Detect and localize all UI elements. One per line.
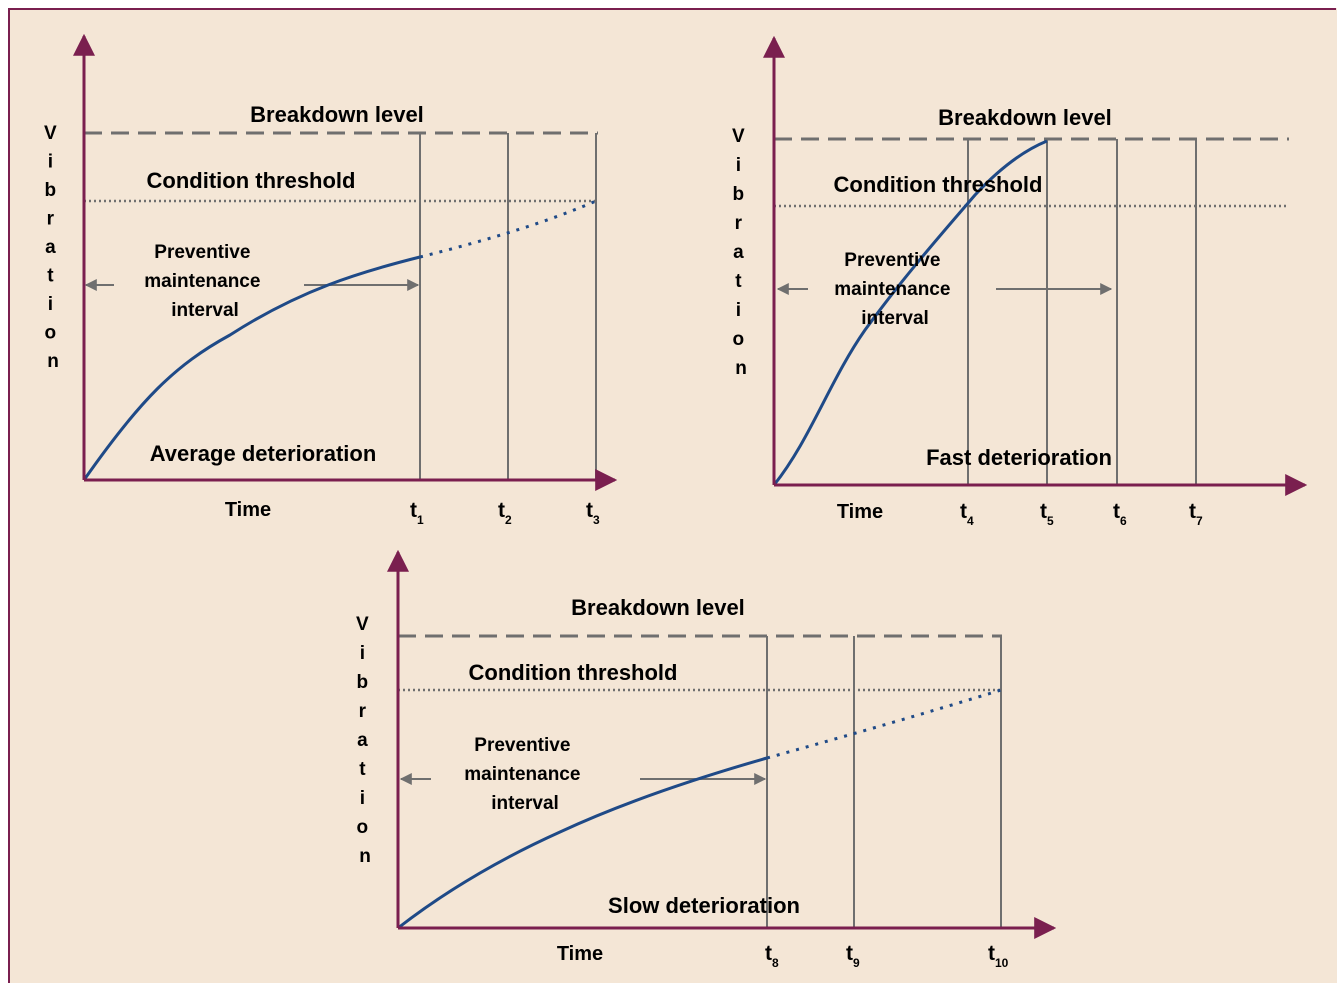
time-label-base: t	[586, 499, 593, 522]
interval-label-line: maintenance	[144, 271, 260, 292]
time-label-base: t	[846, 942, 853, 965]
panel-average: Breakdown level Condition threshold Prev…	[44, 33, 618, 527]
interval-label-line: Preventive	[844, 250, 940, 271]
deterioration-curve-projection	[766, 688, 1002, 760]
time-label-base: t	[988, 942, 995, 965]
time-label-sub: 3	[593, 513, 600, 527]
y-axis-letter: n	[359, 846, 371, 867]
y-axis-letter: i	[360, 788, 365, 809]
time-label-base: t	[960, 500, 967, 523]
interval-label-line: interval	[171, 300, 239, 321]
y-axis-letter: i	[48, 152, 53, 173]
deterioration-label: Average deterioration	[150, 441, 377, 466]
time-label-base: t	[410, 499, 417, 522]
y-axis-letter: b	[733, 184, 745, 205]
x-axis-label: Time	[837, 501, 883, 523]
time-label-sub: 6	[1120, 514, 1127, 528]
time-label: t10	[988, 942, 1009, 970]
time-label-sub: 4	[967, 514, 974, 528]
figure-background	[8, 8, 1337, 983]
time-label: t2	[498, 499, 512, 527]
y-axis-letter: a	[45, 237, 56, 258]
condition-threshold-label: Condition threshold	[469, 660, 678, 685]
y-axis-letter: t	[47, 266, 54, 287]
deterioration-label: Slow deterioration	[608, 893, 800, 918]
time-label-sub: 9	[853, 956, 860, 970]
y-axis-letter: n	[47, 351, 59, 372]
interval-label: Preventive maintenance interval	[144, 242, 265, 321]
time-label: t3	[586, 499, 600, 527]
interval-label: Preventive maintenance interval	[834, 250, 955, 329]
condition-threshold-label: Condition threshold	[147, 168, 356, 193]
breakdown-level-label: Breakdown level	[938, 105, 1112, 130]
y-axis-letter: a	[357, 730, 368, 751]
deterioration-label: Fast deterioration	[926, 445, 1112, 470]
breakdown-level-label: Breakdown level	[571, 595, 745, 620]
time-label-sub: 10	[995, 956, 1009, 970]
time-label-base: t	[1189, 500, 1196, 523]
time-label-sub: 2	[505, 513, 512, 527]
time-label: t9	[846, 942, 860, 970]
x-axis-label: Time	[557, 943, 603, 965]
interval-label-line: maintenance	[834, 279, 950, 300]
y-axis-letter: r	[735, 213, 743, 234]
y-axis-letter: i	[736, 300, 741, 321]
y-axis-letter: V	[732, 126, 745, 147]
interval-label-line: Preventive	[474, 735, 570, 756]
time-label: t4	[960, 500, 974, 528]
time-label-base: t	[498, 499, 505, 522]
time-label-base: t	[1040, 500, 1047, 523]
panel-fast-guides	[774, 137, 1289, 485]
figure-frame	[8, 8, 1336, 983]
interval-label-line: Preventive	[154, 242, 250, 263]
y-axis-letter: i	[360, 643, 365, 664]
time-label-sub: 5	[1047, 514, 1054, 528]
y-axis-letter: V	[44, 123, 57, 144]
breakdown-level-label: Breakdown level	[250, 102, 424, 127]
time-label-sub: 8	[772, 956, 779, 970]
time-label: t6	[1113, 500, 1127, 528]
y-axis-letter: o	[733, 329, 745, 350]
y-axis-letter: b	[357, 672, 369, 693]
y-axis-letter: r	[359, 701, 367, 722]
y-axis-letter: t	[735, 271, 742, 292]
time-label-sub: 1	[417, 513, 424, 527]
deterioration-curve-projection	[419, 199, 597, 259]
panel-slow: Breakdown level Condition threshold Prev…	[356, 549, 1057, 970]
y-axis-label: V i b r a t i o n	[732, 126, 750, 379]
panel-slow-guides	[398, 634, 1002, 928]
y-axis-label: V i b r a t i o n	[356, 614, 374, 867]
y-axis-letter: i	[736, 155, 741, 176]
condition-threshold-label: Condition threshold	[834, 172, 1043, 197]
y-axis-label: V i b r a t i o n	[44, 123, 62, 372]
time-label: t7	[1189, 500, 1203, 528]
time-label: t1	[410, 499, 424, 527]
y-axis-letter: V	[356, 614, 369, 635]
time-label: t5	[1040, 500, 1054, 528]
time-label-sub: 7	[1196, 514, 1203, 528]
x-axis-label: Time	[225, 499, 271, 521]
panel-fast: Breakdown level Condition threshold Prev…	[732, 35, 1308, 528]
y-axis-letter: b	[45, 180, 57, 201]
interval-label: Preventive maintenance interval	[464, 735, 585, 814]
y-axis-letter: a	[733, 242, 744, 263]
y-axis-letter: o	[45, 323, 57, 344]
y-axis-letter: r	[47, 209, 55, 230]
time-label-base: t	[765, 942, 772, 965]
panel-average-guides	[84, 131, 598, 480]
y-axis-letter: t	[359, 759, 366, 780]
time-label: t8	[765, 942, 779, 970]
time-label-base: t	[1113, 500, 1120, 523]
interval-label-line: interval	[861, 308, 929, 329]
deterioration-curve	[82, 255, 421, 481]
y-axis-letter: i	[48, 294, 53, 315]
y-axis-letter: n	[735, 358, 747, 379]
y-axis-letter: o	[357, 817, 369, 838]
interval-label-line: maintenance	[464, 764, 580, 785]
interval-label-line: interval	[491, 793, 559, 814]
deterioration-curve	[772, 139, 1048, 486]
deterioration-curve	[397, 756, 768, 930]
